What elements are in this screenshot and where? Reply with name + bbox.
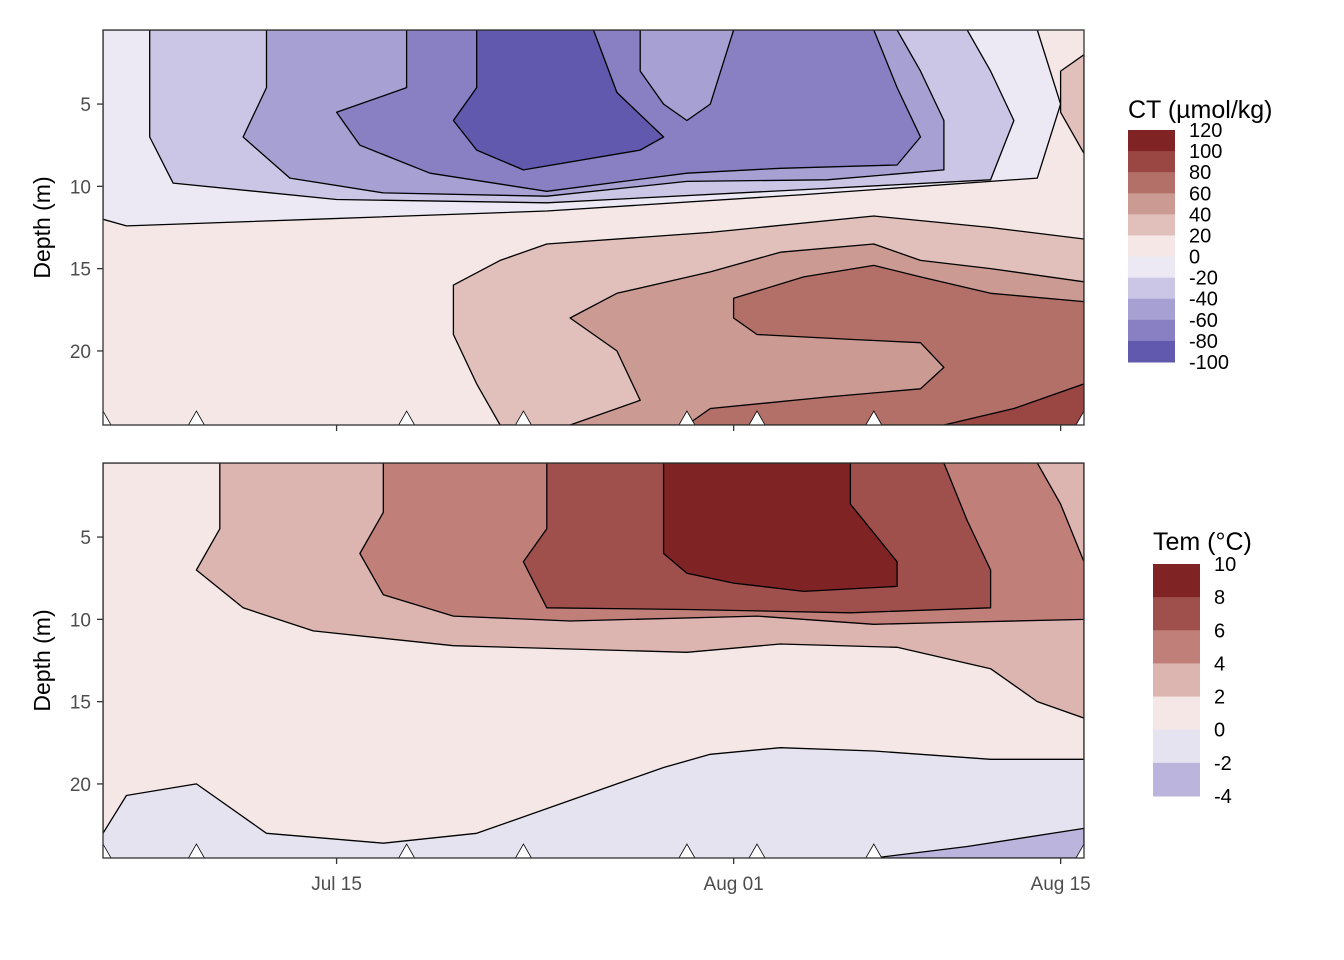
legend-swatch	[1128, 214, 1175, 236]
legend-label: 100	[1189, 141, 1222, 163]
sample-marker	[398, 410, 416, 425]
temperature-contour-panel: 5 10 15 20 Jul 15 Aug 01 Aug 15 Depth (m)	[29, 462, 1091, 895]
legend-swatch	[1153, 696, 1200, 731]
legend-label: 6	[1214, 620, 1225, 642]
ct-legend: CT (µmol/kg)120100806040200-20-40-60-80-…	[1128, 96, 1273, 374]
y-axis-title: Depth (m)	[29, 609, 55, 711]
sample-marker	[865, 843, 883, 858]
sample-marker	[103, 410, 112, 425]
contour-regions	[103, 463, 1084, 858]
legend-label: -40	[1189, 289, 1218, 311]
sample-marker	[1075, 843, 1084, 858]
legend-label: 0	[1189, 247, 1200, 269]
legend-label: -60	[1189, 310, 1218, 332]
legend-label: 0	[1214, 720, 1225, 742]
y-tick-label: 20	[70, 775, 91, 796]
legend-label: 120	[1189, 120, 1222, 142]
sample-marker	[187, 843, 205, 858]
legend-swatch	[1153, 663, 1200, 698]
ct-contour-panel: 5 10 15 20 Depth (m)	[29, 29, 1085, 431]
legend-swatch	[1128, 235, 1175, 258]
sample-marker	[865, 410, 883, 425]
x-tick-label: Jul 15	[311, 874, 362, 895]
legend-label: -20	[1189, 268, 1218, 290]
x-tick-label: Aug 15	[1031, 874, 1091, 895]
legend-swatch	[1128, 193, 1175, 215]
contour-region	[686, 264, 1084, 425]
legend-label: -4	[1214, 786, 1232, 808]
legend-label: 4	[1214, 653, 1225, 675]
legend-swatch	[1128, 172, 1175, 194]
legend-label: 80	[1189, 162, 1211, 184]
panel-border	[102, 462, 1085, 859]
x-tick-label: Aug 01	[704, 874, 764, 895]
contour-region	[639, 30, 735, 122]
y-tick-label: 15	[70, 693, 91, 714]
legend-swatch	[1153, 762, 1200, 797]
sample-marker	[678, 410, 696, 425]
contour-region	[1059, 54, 1084, 155]
legend-label: 40	[1189, 204, 1211, 226]
legend-label: -2	[1214, 753, 1232, 775]
legend-title: Tem (°C)	[1153, 528, 1252, 556]
legend-swatch	[1128, 319, 1175, 342]
y-tick-label: 15	[70, 260, 91, 281]
sample-marker	[398, 843, 416, 858]
legend-swatch	[1128, 277, 1175, 300]
sample-marker	[1075, 410, 1084, 425]
legend-label: -80	[1189, 331, 1218, 353]
legend-swatch	[1128, 130, 1175, 152]
y-tick-label: 10	[70, 610, 91, 631]
contour-regions	[103, 30, 1084, 425]
sample-markers	[103, 410, 1084, 425]
y-tick-label: 10	[70, 177, 91, 198]
contour-region	[943, 383, 1084, 425]
legend-label: -100	[1189, 352, 1229, 374]
panel-border	[102, 29, 1085, 426]
sample-marker	[748, 410, 766, 425]
legend-swatch	[1128, 256, 1175, 279]
y-axis-title: Depth (m)	[29, 176, 55, 278]
y-tick-label: 5	[80, 528, 91, 549]
contour-region	[662, 463, 898, 593]
sample-marker	[748, 843, 766, 858]
legend-label: 2	[1214, 687, 1225, 709]
legend-swatch	[1153, 729, 1200, 764]
temperature-legend: Tem (°C)10 8 6 4 2 0 -2 -4	[1153, 528, 1252, 808]
legend-swatch	[1128, 151, 1175, 173]
sample-marker	[678, 843, 696, 858]
legend-label: 60	[1189, 183, 1211, 205]
sample-markers	[103, 843, 1084, 858]
y-tick-label: 20	[70, 342, 91, 363]
legend-swatch	[1128, 298, 1175, 321]
sample-marker	[103, 843, 112, 858]
legend-label: 10	[1214, 554, 1236, 576]
legend-swatch	[1153, 597, 1200, 631]
legend-swatch	[1153, 630, 1200, 664]
contour-region	[452, 30, 665, 171]
legend-title: CT (µmol/kg)	[1128, 96, 1273, 124]
legend-swatch	[1128, 340, 1175, 363]
sample-marker	[187, 410, 205, 425]
legend-swatch	[1153, 564, 1200, 598]
legend-label: 8	[1214, 587, 1225, 609]
sample-marker	[514, 843, 532, 858]
contour-region	[873, 827, 1084, 858]
sample-marker	[514, 410, 532, 425]
legend-label: 20	[1189, 225, 1211, 247]
y-tick-label: 5	[80, 95, 91, 116]
